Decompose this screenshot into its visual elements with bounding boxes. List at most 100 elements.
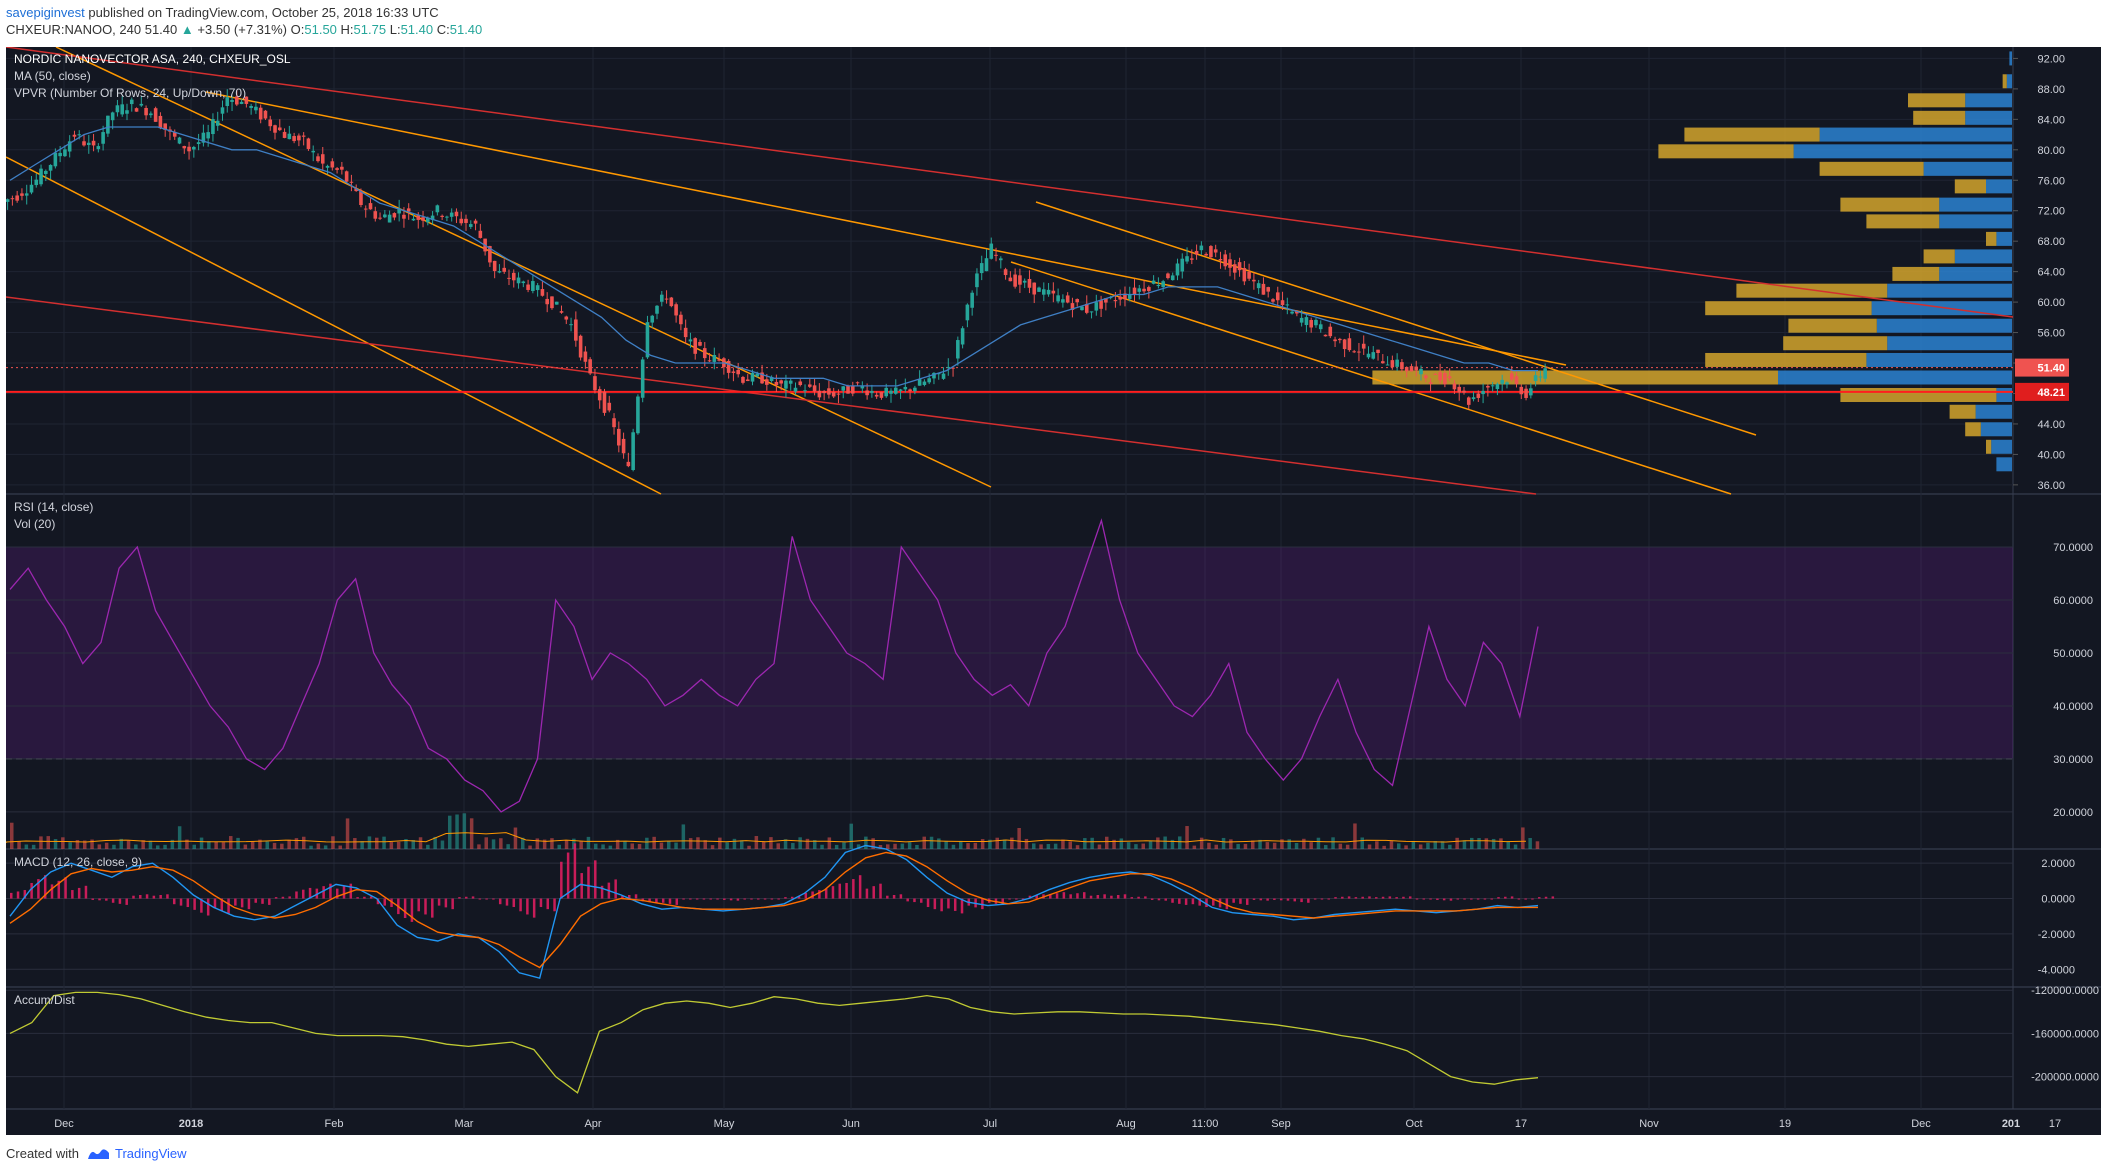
volume-bar	[1375, 841, 1379, 849]
candle-body	[149, 113, 153, 116]
candle-body	[1256, 283, 1261, 289]
support-price-tag-bg	[2015, 382, 2069, 401]
macd-histogram-bar	[240, 898, 244, 908]
candle-body	[82, 141, 86, 146]
candle-body	[363, 208, 368, 210]
macd-histogram-bar	[77, 887, 81, 899]
candle-body	[927, 378, 931, 383]
candle-body	[1361, 343, 1366, 349]
accum-title: Accum/Dist	[14, 993, 75, 1007]
candle-body	[655, 305, 659, 314]
macd-histogram-bar	[1021, 898, 1025, 900]
candle-body	[1509, 373, 1514, 380]
volume-bar	[594, 843, 598, 849]
candle-body	[736, 369, 740, 375]
volume-bar	[250, 841, 255, 849]
macd-tick-label: 0.0000	[2041, 894, 2075, 906]
candle-body	[1423, 375, 1428, 379]
volume-bar	[579, 841, 583, 849]
candle-body	[597, 389, 602, 401]
rsi-tick-label: 50.0000	[2053, 648, 2093, 660]
macd-histogram-bar	[1069, 894, 1072, 899]
candle-body	[1070, 303, 1075, 310]
vp-down-bar	[1986, 439, 1992, 454]
candle-body	[679, 314, 683, 325]
macd-histogram-bar	[376, 898, 380, 905]
candle-body	[449, 212, 454, 217]
candle-body	[311, 150, 316, 153]
vp-down-bar	[1819, 161, 1924, 176]
macd-histogram-bar	[186, 898, 190, 908]
macd-histogram-bar	[926, 898, 930, 908]
candle-body	[406, 208, 411, 212]
candle-body	[793, 387, 798, 392]
macd-histogram-bar	[220, 898, 224, 911]
vp-up-bar	[1778, 370, 2012, 385]
x-tick-label: Apr	[584, 1118, 601, 1130]
volume-bar	[302, 836, 306, 849]
volume-bar	[1294, 842, 1299, 849]
volume-bar	[856, 844, 861, 849]
volume-bar	[878, 845, 883, 849]
candle-body	[602, 391, 607, 413]
macd-histogram-bar	[872, 886, 875, 899]
vp-down-bar	[1372, 370, 1778, 385]
macd-histogram-bar	[1062, 892, 1066, 899]
macd-histogram-bar	[1442, 898, 1446, 901]
volume-bar	[1170, 839, 1175, 849]
candle-body	[569, 324, 573, 326]
x-tick-label: Nov	[1639, 1118, 1659, 1130]
macd-histogram-bar	[451, 898, 454, 910]
candle-body	[72, 134, 77, 137]
macd-histogram-bar	[634, 894, 638, 899]
macd-histogram-bar	[1476, 898, 1480, 900]
candle-body	[1533, 375, 1538, 382]
volume-bar	[1024, 838, 1029, 849]
candle-body	[101, 132, 105, 144]
vp-up-bar	[1923, 161, 2012, 176]
vp-up-bar	[2006, 74, 2012, 89]
candle-body	[383, 214, 387, 218]
candle-body	[1037, 287, 1041, 292]
macd-histogram-bar	[1436, 898, 1439, 900]
macd-histogram-bar	[879, 883, 882, 899]
candle-body	[354, 188, 358, 192]
publish-info: published on TradingView.com, October 25…	[88, 5, 439, 20]
macd-histogram-bar	[892, 895, 896, 899]
x-tick-label: 2018	[179, 1118, 203, 1130]
candle-body	[268, 119, 273, 127]
macd-histogram-bar	[1028, 895, 1032, 899]
candle-body	[206, 132, 210, 139]
candle-body	[1376, 349, 1380, 353]
macd-histogram-bar	[1191, 898, 1195, 905]
volume-bar	[199, 837, 204, 849]
author-link[interactable]: savepiginvest	[6, 5, 85, 20]
macd-histogram-bar	[145, 894, 149, 899]
candle-body	[230, 99, 234, 102]
tradingview-brand[interactable]: TradingView	[87, 1146, 187, 1161]
volume-bar	[309, 845, 313, 849]
macd-histogram-bar	[342, 886, 346, 899]
volume-bar	[272, 842, 277, 849]
candle-body	[1309, 320, 1313, 328]
symbol-line: CHXEUR:NANOO, 240 51.40 ▲ +3.50 (+7.31%)…	[6, 21, 482, 38]
volume-bar	[1477, 838, 1481, 849]
candle-body	[1314, 319, 1318, 326]
x-tick-label: Jul	[983, 1118, 997, 1130]
candle-body	[20, 193, 24, 196]
candle-body	[559, 311, 564, 313]
candle-body	[454, 211, 459, 217]
macd-histogram-bar	[505, 898, 509, 906]
candle-body	[855, 382, 860, 384]
candle-body	[1299, 317, 1304, 323]
volume-bar	[1345, 844, 1350, 849]
candle-body	[91, 140, 96, 146]
candle-body	[249, 106, 253, 108]
chart-canvas[interactable]: Dec 2018 Feb Mar Apr May Jun Jul Aug 11:00 Sep Oct 1…	[6, 47, 2101, 1135]
volume-bar	[97, 844, 102, 849]
candle-body	[144, 107, 148, 116]
volume-bar	[1272, 842, 1277, 849]
volume-bar	[937, 838, 941, 849]
macd-histogram-bar	[1408, 896, 1412, 899]
macd-histogram-bar	[1293, 898, 1297, 902]
